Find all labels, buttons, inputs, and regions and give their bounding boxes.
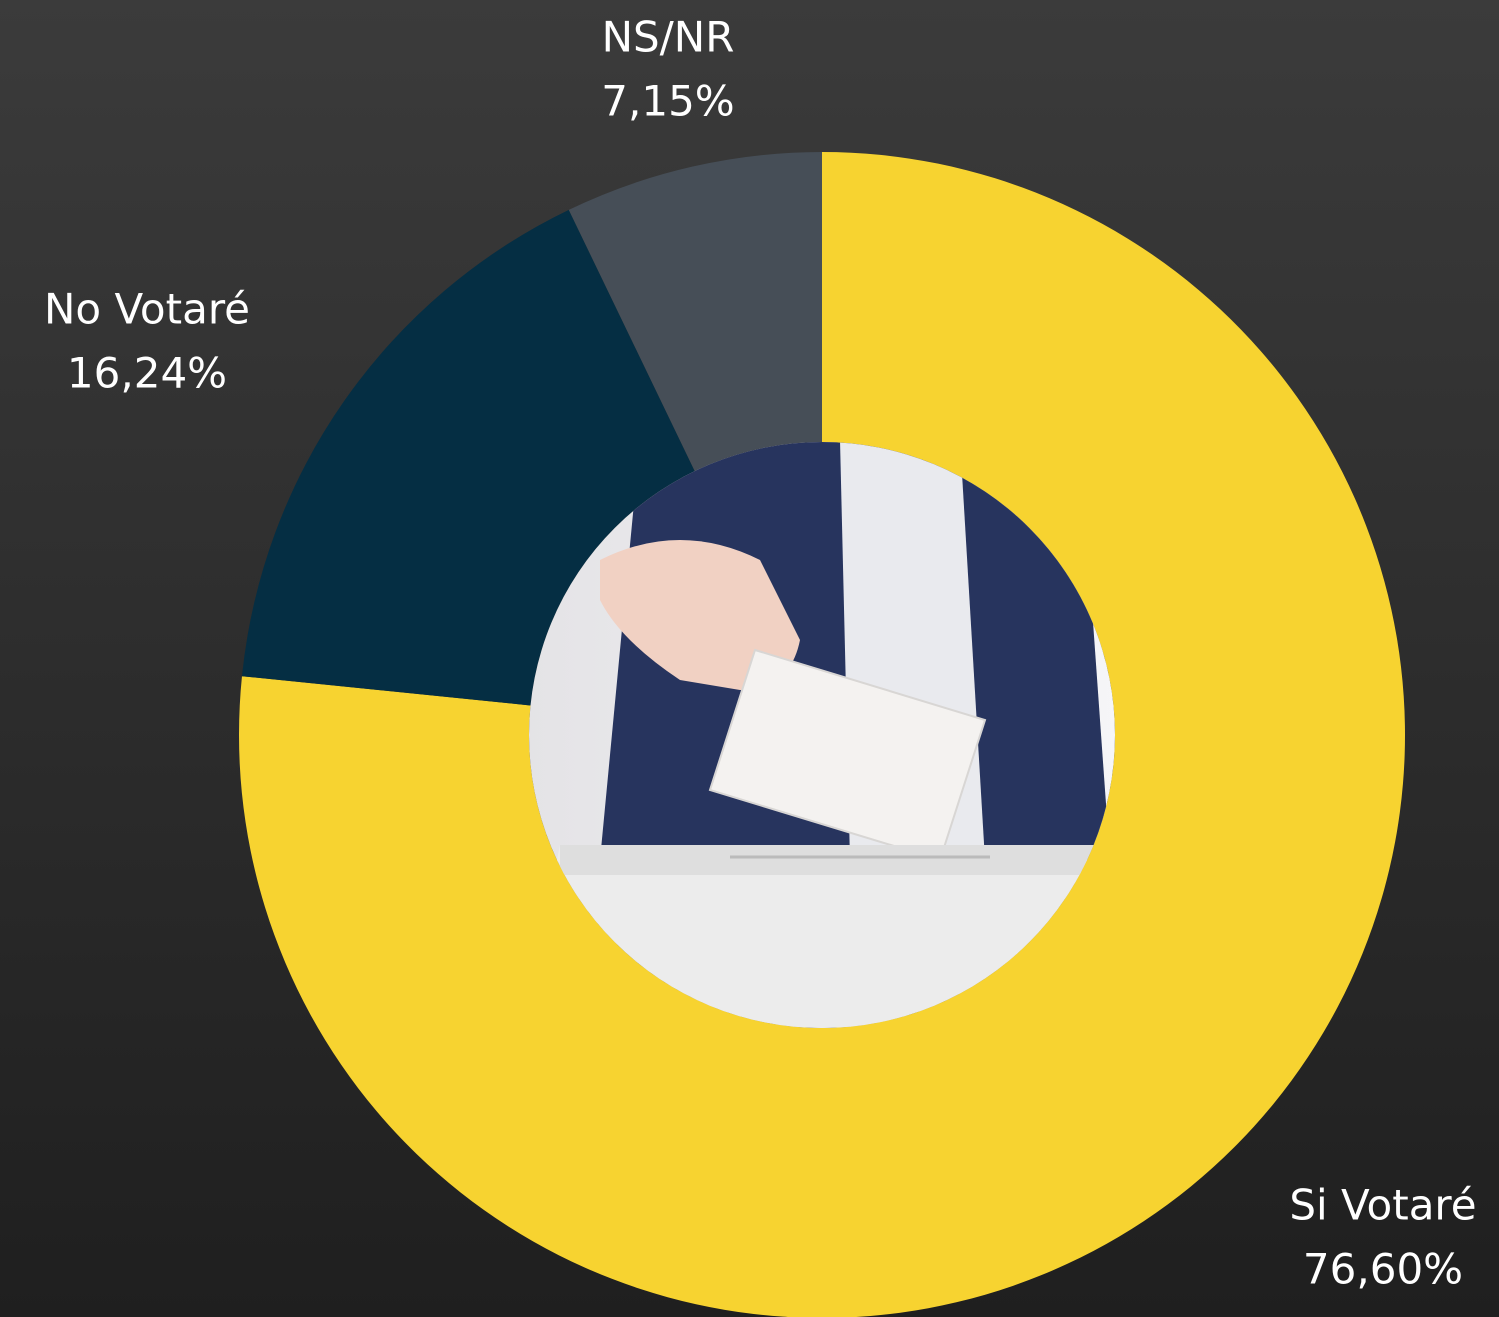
slice bbox=[568, 152, 822, 472]
slice-label: No Votaré bbox=[44, 285, 250, 334]
slice-value-label: 76,60% bbox=[1303, 1245, 1463, 1294]
slice bbox=[241, 209, 695, 706]
slice-label: Si Votaré bbox=[1289, 1181, 1476, 1230]
slice-value-label: 7,15% bbox=[601, 77, 734, 126]
slice bbox=[239, 152, 1405, 1317]
slice-value-label: 16,24% bbox=[67, 349, 227, 398]
slice-label: NS/NR bbox=[602, 13, 735, 62]
